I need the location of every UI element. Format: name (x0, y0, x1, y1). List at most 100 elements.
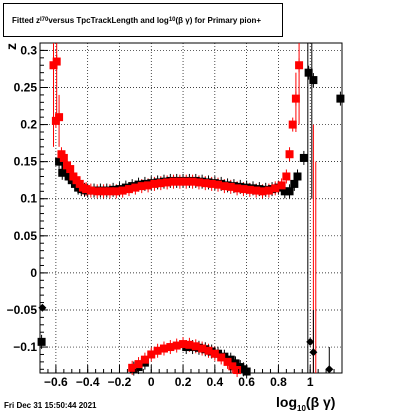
x-label-sub: 10 (297, 403, 306, 413)
red-data-point (128, 363, 137, 372)
diamond-data-point (309, 348, 318, 357)
red-data-point (214, 180, 223, 189)
red-data-point (93, 187, 102, 196)
red-data-point (271, 184, 280, 193)
x-tick-label: 0.6 (238, 375, 255, 389)
black-data-point (285, 187, 294, 196)
x-tick-label: −0.6 (44, 375, 68, 389)
red-data-point (175, 177, 184, 186)
plot-grid (40, 43, 342, 373)
plot-title: Fitted z I70 versus TpcTrackLength and lo… (3, 3, 283, 37)
y-tick-label: −0.05 (7, 303, 38, 317)
red-data-point (82, 185, 91, 194)
y-tick-label: −0.1 (13, 340, 37, 354)
x-tick-label: 0.4 (206, 375, 223, 389)
red-data-point (140, 355, 149, 364)
error-bars (41, 43, 341, 379)
red-data-point (233, 366, 242, 375)
black-data-point (293, 172, 302, 181)
axis-ticks: −0.6 −0.4 −0.2 0 0.2 0.4 0.6 0.8 1 −0.1 −0.05 0 0.05… (7, 43, 343, 389)
red-data-point (233, 184, 242, 193)
red-data-point (59, 153, 68, 162)
red-data-point (228, 362, 237, 371)
red-data-point (217, 353, 226, 362)
red-data-point (201, 179, 210, 188)
red-data-point (163, 178, 172, 187)
x-tick-label: 0.8 (270, 375, 287, 389)
black-data-point (304, 68, 313, 77)
y-tick-label: 0.15 (14, 155, 38, 169)
red-data-point (223, 357, 232, 366)
red-data-point (204, 346, 213, 355)
red-data-point (105, 187, 114, 196)
red-data-point (118, 186, 127, 195)
red-data-point (220, 182, 229, 191)
red-data-point (226, 182, 235, 191)
x-tick-label: −0.2 (108, 375, 132, 389)
y-tick-label: 0.1 (20, 192, 37, 206)
y-axis-label: z (3, 43, 19, 50)
red-data-point (179, 340, 188, 349)
black-data-point (55, 157, 64, 166)
red-data-point (188, 177, 197, 186)
red-data-point (198, 344, 207, 353)
red-data-point (86, 186, 95, 195)
red-data-point (99, 187, 108, 196)
red-data-point (207, 179, 216, 188)
black-data-point (37, 337, 46, 346)
y-tick-label: 0.05 (14, 229, 38, 243)
x-tick-label: 1 (307, 375, 314, 389)
red-data-point (125, 185, 134, 194)
red-data-point (277, 181, 286, 190)
title-sub2: 10 (168, 17, 176, 23)
y-tick-label: 0 (30, 266, 37, 280)
red-data-point (137, 182, 146, 191)
x-axis-label: log10(β γ) (276, 394, 335, 413)
red-data-point (185, 340, 194, 349)
data-points (37, 57, 345, 376)
red-data-point (210, 349, 219, 358)
plot-frame (39, 42, 343, 374)
red-data-point (258, 187, 267, 196)
red-data-point (156, 179, 165, 188)
red-data-point (51, 116, 60, 125)
x-tick-label: −0.4 (76, 375, 100, 389)
black-data-point (309, 76, 318, 85)
red-data-point (295, 61, 304, 70)
title-sub1: I70 (40, 17, 49, 23)
red-data-point (239, 185, 248, 194)
red-data-point (264, 186, 273, 195)
title-prefix: Fitted z (12, 15, 40, 25)
diamond-data-point (325, 365, 334, 374)
y-tick-label: 0.25 (14, 80, 38, 94)
x-tick-label: 0 (148, 375, 155, 389)
diamond-data-point (306, 337, 315, 346)
timestamp-footer: Fri Dec 31 15:50:44 2021 (4, 401, 97, 410)
red-data-point (288, 120, 297, 129)
red-data-point (166, 343, 175, 352)
black-data-point (336, 94, 345, 103)
black-data-point (290, 179, 299, 188)
title-middle: versus TpcTrackLength and log (48, 15, 169, 25)
y-tick-label: 0.2 (20, 118, 37, 132)
red-data-point (112, 187, 121, 196)
red-data-point (252, 186, 261, 195)
y-tick-label: 0.3 (20, 43, 37, 57)
red-data-point (191, 342, 200, 351)
red-data-point (172, 341, 181, 350)
red-data-point (134, 360, 143, 369)
red-data-point (150, 179, 159, 188)
red-data-point (194, 178, 203, 187)
red-data-point (52, 57, 61, 66)
red-data-point (159, 344, 168, 353)
red-data-point (131, 183, 140, 192)
red-data-point (144, 181, 153, 190)
x-tick-label: 0.2 (175, 375, 192, 389)
red-data-point (245, 185, 254, 194)
red-data-point (282, 172, 291, 181)
red-data-point (169, 177, 178, 186)
red-data-point (66, 165, 75, 174)
black-data-point (299, 153, 308, 162)
red-data-point (147, 350, 156, 359)
